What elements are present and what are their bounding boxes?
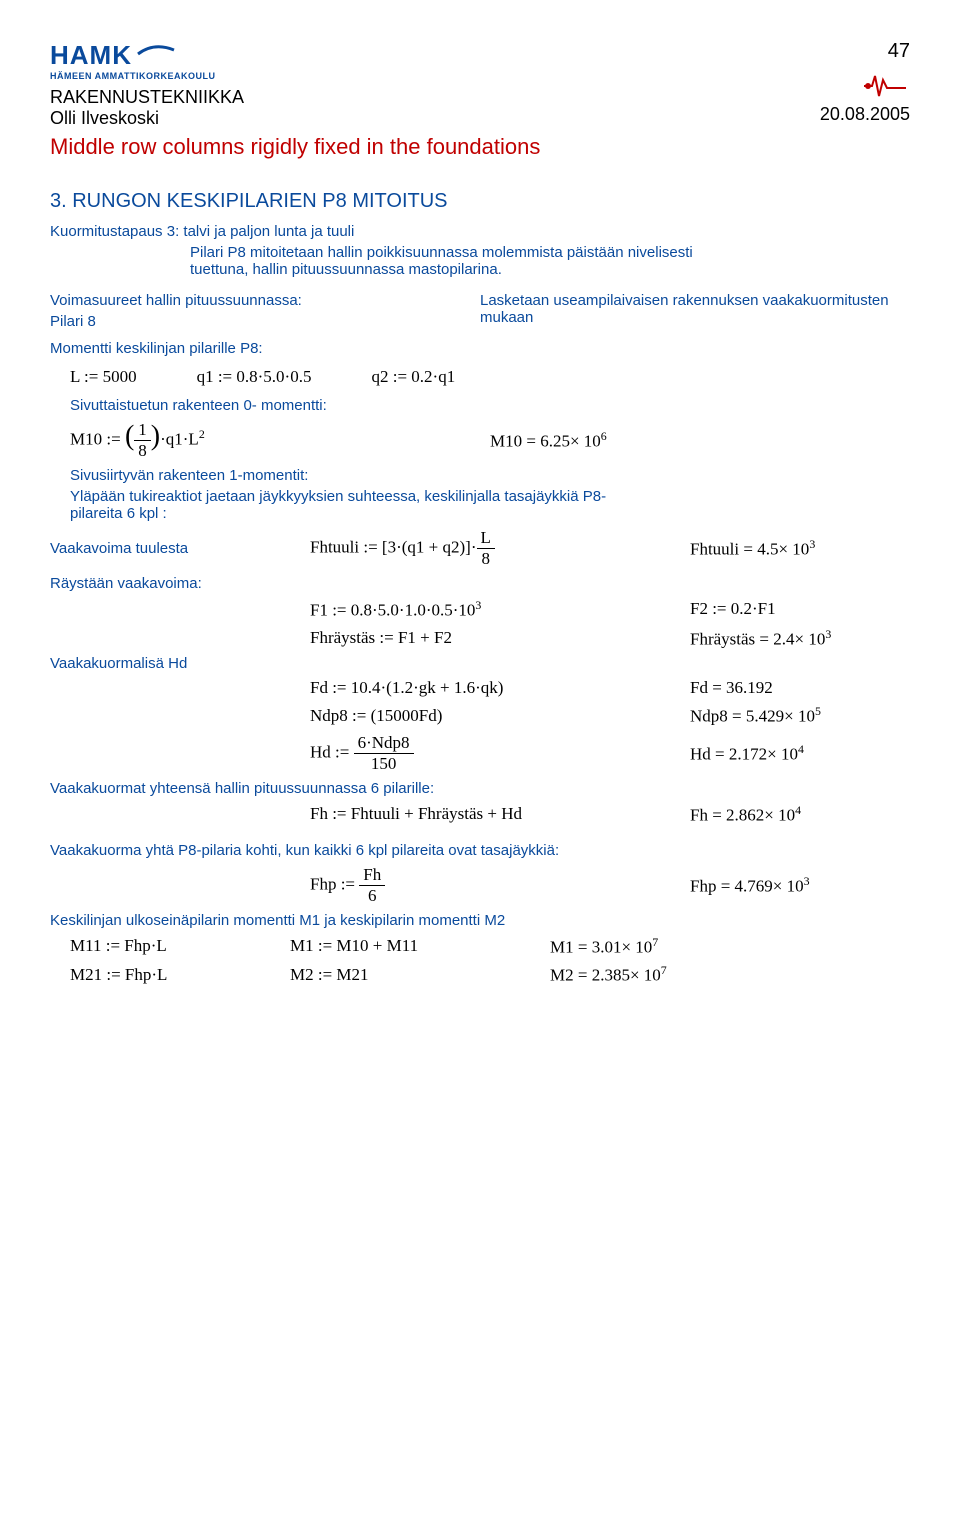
m21-row: M21 := Fhp·L M2 := M21 M2 = 2.385× 107 xyxy=(70,963,910,986)
fh-def: Fh := Fhtuuli + Fhräystäs + Hd xyxy=(310,804,690,824)
pilaria-kohti: Vaakakuorma yhtä P8-pilaria kohti, kun k… xyxy=(50,842,910,859)
sivut-title: Sivuttaistuetun rakenteen 0- momentti: xyxy=(70,397,910,414)
pilari8-label: Pilari 8 xyxy=(50,313,480,330)
page-number: 47 xyxy=(888,40,910,63)
m1-def: M1 := M10 + M11 xyxy=(290,936,550,956)
logo-text: HAMK xyxy=(50,40,132,70)
red-subtitle: Middle row columns rigidly fixed in the … xyxy=(50,134,910,160)
eq-q2: q2 := 0.2·q1 xyxy=(371,367,455,387)
fhtuuli-row: Vaakavoima tuulesta Fhtuuli := [3·(q1 + … xyxy=(50,528,910,569)
force-quantities-label: Voimasuureet hallin pituussuunnassa: xyxy=(50,292,480,309)
vaakakuorm-label: Vaakakuormalisä Hd xyxy=(50,655,910,672)
eq-row-lq: L := 5000 q1 := 0.8·5.0·0.5 q2 := 0.2·q1 xyxy=(70,367,910,387)
logo-subtitle: HÄMEEN AMMATTIKORKEAKOULU xyxy=(50,71,910,81)
yhteensa-label: Vaakakuormat yhteensä hallin pituussuunn… xyxy=(50,780,910,797)
hd-row: Hd := 6·Ndp8150 Hd = 2.172× 104 xyxy=(50,733,910,774)
sivusiir-title: Sivusiirtyvän rakenteen 1-momentit: xyxy=(70,467,910,484)
fh-row: Fh := Fhtuuli + Fhräystäs + Hd Fh = 2.86… xyxy=(50,803,910,826)
m11-row: M11 := Fhp·L M1 := M10 + M11 M1 = 3.01× … xyxy=(70,935,910,958)
m10-row: M10 := (18)·q1·L2 M10 = 6.25× 106 xyxy=(70,420,910,461)
m2-def: M2 := M21 xyxy=(290,965,550,985)
fd-def: Fd := 10.4·(1.2·gk + 1.6·qk) xyxy=(310,678,690,698)
m10-result: M10 = 6.25× 10 xyxy=(490,432,601,451)
vaaka-tuuli-label: Vaakavoima tuulesta xyxy=(50,540,310,557)
calculation-note: Lasketaan useampilaivaisen rakennuksen v… xyxy=(480,292,910,326)
pilari-description: Pilari P8 mitoitetaan hallin poikkisuunn… xyxy=(190,244,750,278)
fhtuuli-res: Fhtuuli = 4.5× 10 xyxy=(690,540,809,559)
eq-q1: q1 := 0.8·5.0·0.5 xyxy=(197,367,312,387)
momentti-m1m2: Keskilinjan ulkoseinäpilarin momentti M1… xyxy=(50,912,910,929)
document-date: 20.08.2005 xyxy=(820,104,910,125)
f2-def: F2 := 0.2·F1 xyxy=(690,599,910,619)
ndp8-def: Ndp8 := (15000Fd) xyxy=(310,706,690,726)
section-title: 3. RUNGON KESKIPILARIEN P8 MITOITUS xyxy=(50,190,910,213)
fhp-row: Fhp := Fh6 Fhp = 4.769× 103 xyxy=(50,865,910,906)
eq-L: L := 5000 xyxy=(70,367,137,387)
author-name: Olli Ilveskoski xyxy=(50,108,910,129)
m21-def: M21 := Fhp·L xyxy=(70,965,290,985)
heartbeat-icon xyxy=(860,68,910,106)
course-name: RAKENNUSTEKNIIKKA xyxy=(50,87,910,108)
hamk-logo: HAMK HÄMEEN AMMATTIKORKEAKOULU xyxy=(50,40,910,81)
page-header: HAMK HÄMEEN AMMATTIKORKEAKOULU 47 RAKENN… xyxy=(50,40,910,130)
fhraystas-def: Fhräystäs := F1 + F2 xyxy=(310,628,690,648)
fd-res: Fd = 36.192 xyxy=(690,678,910,698)
fhraystas-row: Fhräystäs := F1 + F2 Fhräystäs = 2.4× 10… xyxy=(50,627,910,650)
raystas-label: Räystään vaakavoima: xyxy=(50,575,910,592)
m11-def: M11 := Fhp·L xyxy=(70,936,290,956)
f1-row: F1 := 0.8·5.0·1.0·0.5·103 F2 := 0.2·F1 xyxy=(50,598,910,621)
logo-swoosh-icon xyxy=(136,40,176,60)
fd-row: Fd := 10.4·(1.2·gk + 1.6·qk) Fd = 36.192 xyxy=(50,678,910,698)
ylapaa-text: Yläpään tukireaktiot jaetaan jäykkyyksie… xyxy=(70,488,630,522)
load-case-label: Kuormitustapaus 3: talvi ja paljon lunta… xyxy=(50,223,910,240)
ndp8-row: Ndp8 := (15000Fd) Ndp8 = 5.429× 105 xyxy=(50,704,910,727)
moment-label: Momentti keskilinjan pilarille P8: xyxy=(50,340,910,357)
